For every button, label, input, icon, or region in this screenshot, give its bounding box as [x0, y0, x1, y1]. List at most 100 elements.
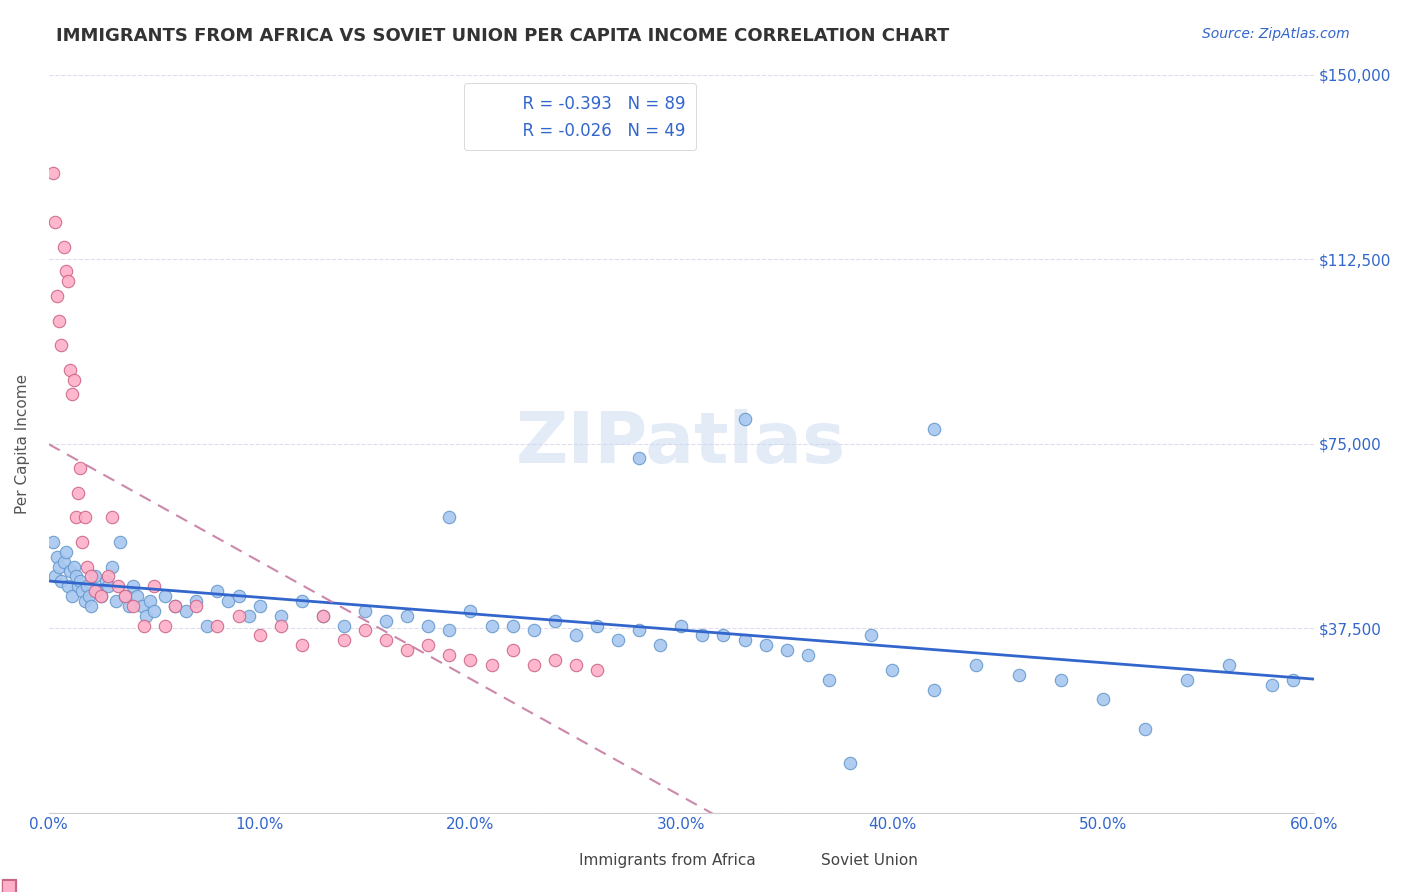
- Point: [291, 638, 314, 652]
- Point: [80, 599, 103, 613]
- Point: [713, 628, 735, 642]
- Point: [838, 756, 860, 771]
- Point: [143, 604, 166, 618]
- Point: [165, 599, 187, 613]
- Point: [312, 608, 335, 623]
- Point: [818, 673, 841, 687]
- Point: [418, 638, 440, 652]
- Point: [76, 579, 98, 593]
- Point: [333, 633, 356, 648]
- Point: [63, 559, 86, 574]
- Point: [97, 579, 120, 593]
- Point: [110, 535, 132, 549]
- Point: [291, 594, 314, 608]
- Point: [1281, 673, 1303, 687]
- Point: [48, 313, 70, 327]
- Point: [565, 628, 588, 642]
- Point: [354, 604, 377, 618]
- Point: [628, 451, 651, 466]
- Point: [628, 624, 651, 638]
- Text: Source: ZipAtlas.com: Source: ZipAtlas.com: [1202, 27, 1350, 41]
- Point: [207, 584, 229, 599]
- Point: [396, 608, 419, 623]
- Point: [439, 510, 461, 524]
- Point: [55, 264, 77, 278]
- Point: [55, 545, 77, 559]
- Point: [139, 594, 162, 608]
- Point: [797, 648, 820, 662]
- Point: [69, 461, 91, 475]
- Point: [186, 599, 208, 613]
- Point: [60, 589, 83, 603]
- Point: [544, 653, 567, 667]
- Point: [439, 624, 461, 638]
- Point: [94, 574, 117, 589]
- Point: [153, 618, 176, 632]
- Point: [481, 657, 503, 672]
- Point: [52, 240, 75, 254]
- Point: [69, 574, 91, 589]
- Point: [84, 584, 107, 599]
- Point: [1049, 673, 1071, 687]
- Point: [1133, 722, 1156, 736]
- Point: [80, 569, 103, 583]
- Point: [67, 579, 90, 593]
- Point: [59, 565, 82, 579]
- Point: [72, 535, 94, 549]
- Point: [1218, 657, 1240, 672]
- Legend: Immigrants from Africa, Soviet Union: Immigrants from Africa, Soviet Union: [537, 845, 925, 875]
- Point: [217, 594, 239, 608]
- Point: [439, 648, 461, 662]
- Point: [965, 657, 987, 672]
- Point: [607, 633, 630, 648]
- Point: [114, 589, 136, 603]
- Point: [859, 628, 882, 642]
- Point: [734, 412, 756, 426]
- Point: [249, 628, 271, 642]
- Point: [84, 569, 107, 583]
- Y-axis label: Per Capita Income: Per Capita Income: [15, 374, 30, 514]
- Point: [460, 604, 482, 618]
- Point: [418, 618, 440, 632]
- Point: [165, 599, 187, 613]
- Point: [312, 608, 335, 623]
- Point: [67, 485, 90, 500]
- Point: [460, 653, 482, 667]
- Point: [671, 618, 693, 632]
- Point: [56, 579, 79, 593]
- Point: [101, 510, 124, 524]
- Point: [650, 638, 672, 652]
- Point: [42, 535, 65, 549]
- Point: [60, 387, 83, 401]
- Point: [153, 589, 176, 603]
- Point: [97, 569, 120, 583]
- Point: [776, 643, 799, 657]
- Point: [42, 166, 65, 180]
- Point: [195, 618, 218, 632]
- Point: [72, 584, 94, 599]
- Point: [63, 373, 86, 387]
- Point: [333, 618, 356, 632]
- Point: [132, 618, 155, 632]
- Point: [1175, 673, 1198, 687]
- Text: IMMIGRANTS FROM AFRICA VS SOVIET UNION PER CAPITA INCOME CORRELATION CHART: IMMIGRANTS FROM AFRICA VS SOVIET UNION P…: [56, 27, 949, 45]
- Point: [354, 624, 377, 638]
- Point: [734, 633, 756, 648]
- Point: [56, 274, 79, 288]
- Point: [65, 510, 87, 524]
- Point: [114, 589, 136, 603]
- Point: [51, 338, 73, 352]
- Point: [107, 579, 129, 593]
- Point: [101, 559, 124, 574]
- Point: [922, 682, 945, 697]
- Point: [51, 574, 73, 589]
- Point: [174, 604, 197, 618]
- Point: [131, 599, 153, 613]
- Point: [143, 579, 166, 593]
- Point: [46, 549, 69, 564]
- Point: [52, 555, 75, 569]
- Point: [228, 608, 250, 623]
- Point: [44, 215, 66, 229]
- Point: [207, 618, 229, 632]
- Point: [565, 657, 588, 672]
